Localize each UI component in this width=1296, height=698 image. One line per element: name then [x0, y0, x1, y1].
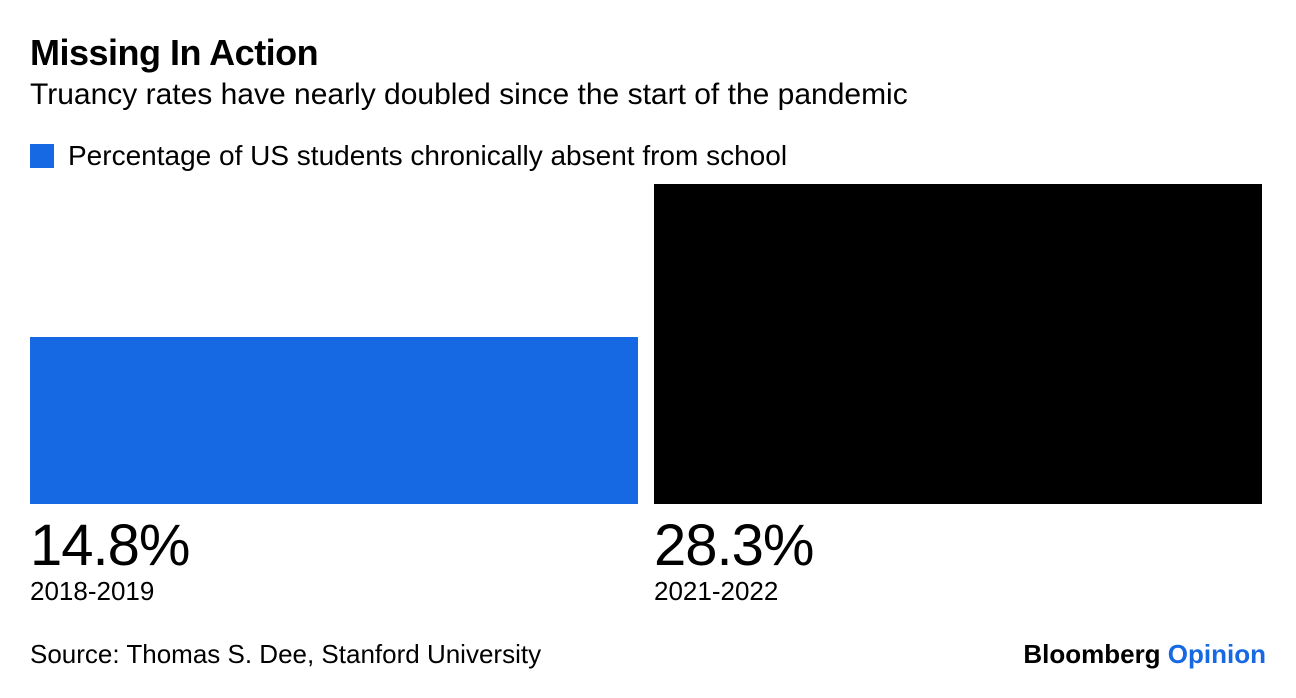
label-wrapper-1: 28.3% 2021-2022 — [654, 514, 1262, 607]
legend: Percentage of US students chronically ab… — [30, 140, 1266, 172]
period-label-1: 2021-2022 — [654, 576, 1262, 607]
bar-wrapper-0 — [30, 184, 638, 504]
legend-swatch — [30, 144, 54, 168]
source-text: Source: Thomas S. Dee, Stanford Universi… — [30, 639, 541, 670]
legend-label: Percentage of US students chronically ab… — [68, 140, 787, 172]
bars-container — [30, 184, 1262, 504]
bar-0 — [30, 337, 638, 504]
brand-opinion: Opinion — [1161, 639, 1266, 669]
brand-bloomberg: Bloomberg — [1023, 639, 1160, 669]
chart-subtitle: Truancy rates have nearly doubled since … — [30, 78, 1266, 112]
value-label-1: 28.3% — [654, 514, 1262, 578]
bar-1 — [654, 184, 1262, 504]
value-label-0: 14.8% — [30, 514, 638, 578]
chart-title: Missing In Action — [30, 32, 1266, 74]
brand: Bloomberg Opinion — [1023, 639, 1266, 670]
labels-container: 14.8% 2018-2019 28.3% 2021-2022 — [30, 514, 1262, 607]
bar-wrapper-1 — [654, 184, 1262, 504]
label-wrapper-0: 14.8% 2018-2019 — [30, 514, 638, 607]
footer: Source: Thomas S. Dee, Stanford Universi… — [30, 639, 1266, 670]
period-label-0: 2018-2019 — [30, 576, 638, 607]
